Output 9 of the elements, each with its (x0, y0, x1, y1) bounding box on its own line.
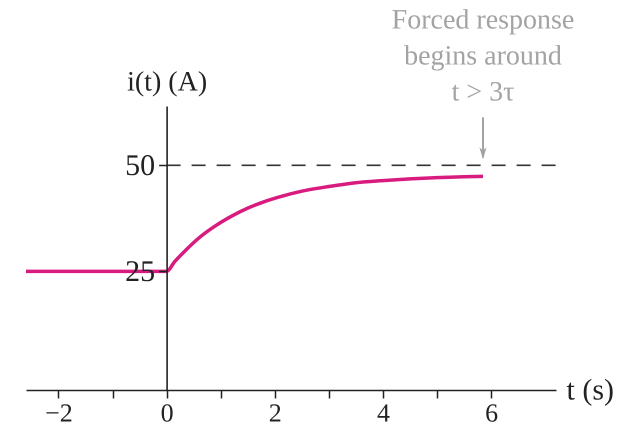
y-tick-label: 50 (125, 148, 156, 182)
x-tick-label: 4 (376, 398, 390, 428)
x-axis-title: t (s) (566, 374, 614, 406)
x-tick-label: −2 (45, 398, 73, 428)
y-axis-title: i(t) (A) (127, 66, 208, 98)
annotation: Forced response begins around t > 3τ (392, 4, 574, 108)
x-tick-label: 6 (485, 398, 498, 428)
x-tick-label: 2 (268, 398, 282, 428)
x-tick-label: 0 (160, 398, 174, 428)
